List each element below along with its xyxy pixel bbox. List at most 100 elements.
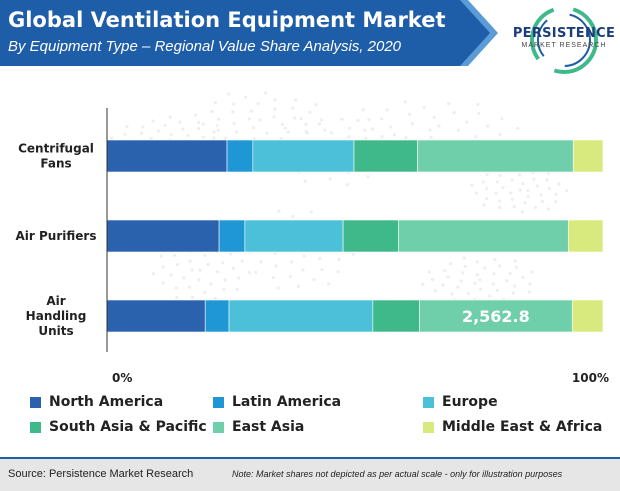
map-dot (474, 191, 479, 195)
map-dot (433, 289, 438, 293)
map-dot (351, 252, 355, 256)
map-dot (308, 110, 312, 114)
map-dot (336, 270, 340, 274)
bar-centrifugal-fans-south-asia-pacific (353, 139, 418, 173)
map-dot (258, 118, 262, 122)
map-dot (161, 265, 165, 269)
footer-bar: Source: Persistence Market Research Note… (0, 457, 620, 491)
x-tick-label-0: 0% (112, 371, 132, 385)
map-dot (475, 273, 479, 277)
map-dot (526, 194, 530, 199)
map-dot (273, 251, 277, 255)
category-label-line: Air Purifiers (16, 229, 97, 243)
map-dot (366, 175, 370, 179)
legend-label: South Asia & Pacific (49, 419, 207, 435)
map-dot (196, 127, 201, 131)
map-dot (528, 282, 532, 286)
map-dot (380, 134, 384, 139)
map-dot (491, 282, 495, 286)
map-dot (320, 267, 324, 272)
map-dot (448, 262, 453, 266)
map-dot (110, 136, 114, 140)
map-dot (481, 180, 485, 184)
legend-swatch (423, 396, 434, 408)
map-dot (385, 108, 389, 112)
bar-air-purifiers-europe (244, 219, 344, 253)
bar-air-handling-units-latin-america (204, 299, 230, 333)
map-dot (554, 192, 558, 197)
map-dot (283, 126, 288, 130)
map-dot (244, 95, 248, 99)
map-dot (452, 111, 456, 115)
bar-air-purifiers-south-asia-pacific (342, 219, 399, 253)
map-dot (510, 178, 514, 182)
bar-air-handling-units-europe (228, 299, 374, 333)
map-dot (447, 102, 451, 106)
bar-air-purifiers-east-asia (398, 219, 569, 253)
map-dot (168, 115, 172, 119)
map-dot (201, 135, 206, 139)
map-dot (347, 135, 351, 139)
map-dot (484, 196, 489, 201)
map-dot (277, 209, 281, 213)
map-dot (190, 295, 195, 299)
map-dot (518, 188, 522, 192)
map-dot (232, 102, 236, 106)
map-dot (240, 259, 244, 263)
map-dot (443, 268, 447, 273)
map-dot (304, 122, 308, 126)
map-dot (178, 120, 182, 124)
map-dot (252, 137, 256, 141)
map-dot (459, 279, 463, 283)
map-dot (516, 126, 520, 131)
map-dot (437, 124, 441, 128)
map-dot (533, 205, 538, 210)
map-dot (513, 259, 517, 263)
legend-swatch (213, 421, 224, 433)
map-dot (272, 107, 277, 111)
map-dot (488, 294, 492, 298)
bar-air-purifiers-latin-america (218, 219, 246, 253)
map-dot (182, 276, 186, 280)
map-dot (492, 272, 496, 276)
map-dot (404, 135, 408, 140)
map-dot (427, 270, 431, 274)
map-dot (530, 270, 534, 274)
map-dot (291, 106, 295, 110)
map-dot (123, 132, 127, 136)
map-dot (213, 100, 217, 105)
category-label-0: Centrifugal Fans (18, 142, 94, 171)
map-dot (482, 203, 486, 207)
map-dot (249, 109, 254, 113)
map-dot (212, 130, 216, 134)
map-dot (430, 277, 435, 282)
map-dot (299, 117, 303, 121)
legend-item-south-asia-pacific: South Asia & Pacific (30, 419, 207, 435)
map-dot (370, 127, 375, 131)
map-dot (410, 122, 414, 126)
map-dot (363, 128, 367, 132)
map-dot (317, 122, 322, 126)
map-dot (432, 115, 436, 119)
chart-header: Global Ventilation Equipment Market By E… (0, 0, 500, 66)
bar-centrifugal-fans-east-asia (417, 139, 574, 173)
map-dot (478, 287, 483, 291)
map-dot (497, 264, 502, 268)
map-dot (141, 125, 145, 129)
map-dot (226, 92, 231, 96)
map-dot (408, 112, 412, 116)
map-dot (175, 295, 179, 300)
map-dot (175, 262, 180, 267)
map-dot (497, 199, 502, 203)
map-dot (288, 274, 293, 279)
category-labels: Centrifugal Fans Air Purifiers Air Handling U… (16, 142, 97, 339)
map-dot (196, 120, 201, 124)
map-dot (272, 115, 276, 119)
map-dot (518, 173, 522, 177)
map-dot (476, 103, 480, 107)
map-dot (513, 284, 517, 288)
map-dot (497, 205, 502, 210)
map-dot (198, 268, 202, 272)
map-dot (545, 178, 549, 182)
map-dot (475, 260, 479, 264)
